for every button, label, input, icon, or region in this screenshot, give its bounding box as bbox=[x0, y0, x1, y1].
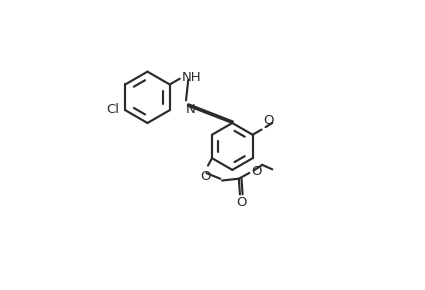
Text: Cl: Cl bbox=[107, 103, 120, 116]
Text: O: O bbox=[200, 171, 210, 184]
Text: O: O bbox=[263, 114, 273, 127]
Text: N: N bbox=[186, 103, 196, 116]
Text: NH: NH bbox=[182, 71, 201, 84]
Text: O: O bbox=[236, 196, 246, 209]
Text: O: O bbox=[251, 165, 262, 178]
